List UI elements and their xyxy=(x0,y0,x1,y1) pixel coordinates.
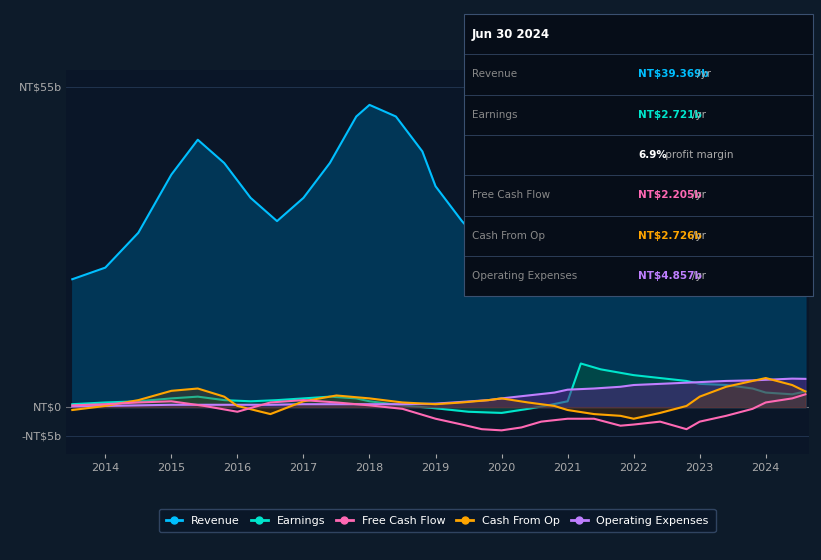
Text: /yr: /yr xyxy=(691,271,705,281)
Text: NT$39.369b: NT$39.369b xyxy=(639,69,709,80)
Text: NT$2.721b: NT$2.721b xyxy=(639,110,702,120)
Text: 6.9%: 6.9% xyxy=(639,150,667,160)
Text: /yr: /yr xyxy=(691,231,705,241)
Text: NT$4.857b: NT$4.857b xyxy=(639,271,702,281)
Text: Earnings: Earnings xyxy=(472,110,517,120)
Text: NT$2.205b: NT$2.205b xyxy=(639,190,702,200)
Text: profit margin: profit margin xyxy=(662,150,733,160)
Text: Jun 30 2024: Jun 30 2024 xyxy=(472,27,550,41)
Text: -NT$5b: -NT$5b xyxy=(22,431,62,441)
Text: NT$0: NT$0 xyxy=(33,402,62,412)
Legend: Revenue, Earnings, Free Cash Flow, Cash From Op, Operating Expenses: Revenue, Earnings, Free Cash Flow, Cash … xyxy=(158,509,716,533)
Text: Revenue: Revenue xyxy=(472,69,517,80)
Text: /yr: /yr xyxy=(698,69,712,80)
Text: Operating Expenses: Operating Expenses xyxy=(472,271,577,281)
Text: Free Cash Flow: Free Cash Flow xyxy=(472,190,550,200)
Text: NT$55b: NT$55b xyxy=(19,82,62,92)
Text: NT$2.726b: NT$2.726b xyxy=(639,231,702,241)
Text: /yr: /yr xyxy=(691,190,705,200)
Text: /yr: /yr xyxy=(691,110,705,120)
Text: Cash From Op: Cash From Op xyxy=(472,231,545,241)
